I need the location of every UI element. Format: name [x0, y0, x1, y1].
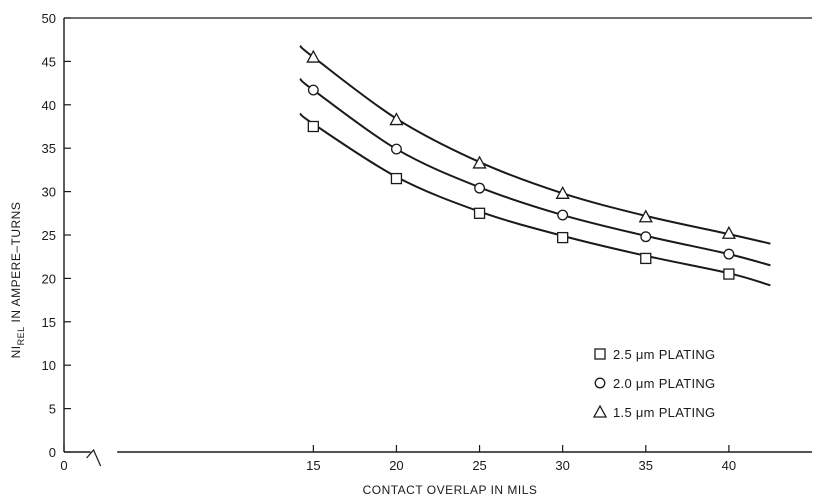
data-point-triangle [389, 112, 404, 126]
y-axis-title: NIREL IN AMPERE–TURNS [9, 202, 26, 359]
data-point-triangle [721, 225, 736, 239]
y-axis-title-main: NI [9, 345, 23, 358]
legend: 2.5 μm PLATING 2.0 μm PLATING 1.5 μm PLATI… [592, 347, 715, 420]
data-point-square [473, 207, 486, 219]
data-point-circle [474, 182, 486, 194]
x-axis-break [86, 448, 102, 467]
data-point-square [390, 172, 403, 185]
data-point-square [557, 231, 569, 244]
legend-label: 1.5 μm PLATING [613, 405, 715, 420]
data-point-circle [557, 209, 569, 221]
y-tick-label: 25 [42, 228, 56, 243]
axes: 0 5 10 15 20 25 30 35 40 45 50 0 15 20 25 30 35 40 [42, 11, 812, 473]
y-axis-title-sub: REL [16, 326, 26, 345]
x-tick-label: 20 [389, 458, 403, 473]
x-tick-label: 40 [722, 458, 736, 473]
y-tick-label: 20 [42, 271, 56, 286]
y-tick-label: 40 [42, 98, 56, 113]
data-point-circle [390, 143, 402, 155]
series-curve-2 [299, 45, 771, 245]
y-axis-title-rest: IN AMPERE–TURNS [9, 202, 23, 327]
x-tick-label: 25 [472, 458, 486, 473]
legend-marker-square [594, 348, 606, 360]
legend-label: 2.5 μm PLATING [613, 347, 715, 362]
data-point-square [640, 252, 652, 265]
x-tick-label: 15 [306, 458, 320, 473]
y-tick-label: 30 [42, 185, 56, 200]
data-point-triangle [472, 155, 487, 169]
data-point-circle [723, 248, 735, 260]
y-tick-label: 35 [42, 141, 56, 156]
legend-marker-triangle [592, 404, 608, 418]
data-point-triangle [638, 209, 653, 223]
y-tick-label: 5 [49, 402, 56, 417]
data-point-circle [307, 84, 319, 96]
data-point-square [307, 120, 319, 133]
y-tick-label: 10 [42, 358, 56, 373]
series-curve-1 [299, 77, 771, 267]
data-point-square [723, 268, 735, 280]
curves [299, 45, 771, 287]
data-point-triangle [306, 49, 321, 63]
y-tick-label: 45 [42, 54, 56, 69]
legend-marker-circle [594, 377, 606, 389]
x-tick-label: 0 [60, 458, 67, 473]
series-curve-0 [299, 112, 771, 287]
data-point-circle [640, 231, 652, 243]
x-tick-label: 30 [555, 458, 569, 473]
y-tick-label: 15 [42, 315, 56, 330]
y-tick-label: 50 [42, 11, 56, 26]
data-point-triangle [555, 185, 570, 199]
y-tick-label: 0 [49, 445, 56, 460]
x-tick-label: 35 [639, 458, 653, 473]
markers [306, 49, 736, 280]
legend-label: 2.0 μm PLATING [613, 376, 715, 391]
x-axis-title: CONTACT OVERLAP IN MILS [363, 483, 538, 497]
